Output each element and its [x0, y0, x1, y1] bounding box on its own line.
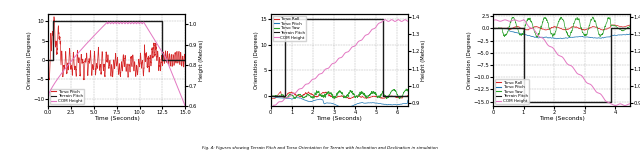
X-axis label: Time (Seconds): Time (Seconds): [539, 116, 585, 121]
Y-axis label: Orientation (Degrees): Orientation (Degrees): [467, 31, 472, 89]
Legend: Torso Roll, Torso Pitch, Torso Yaw, Terrain Pitch, COM Height: Torso Roll, Torso Pitch, Torso Yaw, Terr…: [273, 16, 307, 41]
Y-axis label: Height (Metres): Height (Metres): [198, 39, 204, 81]
X-axis label: Time (Seconds): Time (Seconds): [316, 116, 362, 121]
Y-axis label: Orientation (Degrees): Orientation (Degrees): [27, 31, 32, 89]
Legend: Torso Pitch, Terrain Pitch, COM Height: Torso Pitch, Terrain Pitch, COM Height: [50, 89, 84, 104]
Legend: Torso Roll, Torso Pitch, Torso Yaw, Terrain Pitch, COM Height: Torso Roll, Torso Pitch, Torso Yaw, Terr…: [495, 79, 529, 104]
Y-axis label: Orientation (Degrees): Orientation (Degrees): [254, 31, 259, 89]
Text: Fig. 4: Figures showing Terrain Pitch and Torso Orientation for Terrain with Inc: Fig. 4: Figures showing Terrain Pitch an…: [202, 147, 438, 150]
X-axis label: Time (Seconds): Time (Seconds): [93, 116, 140, 121]
Y-axis label: Height (Metres): Height (Metres): [421, 39, 426, 81]
